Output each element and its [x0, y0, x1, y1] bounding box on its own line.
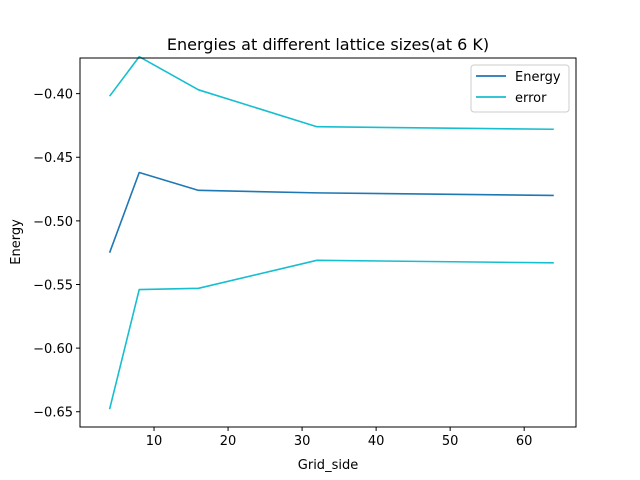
x-tick-label: 40 — [368, 434, 385, 449]
plot-area-frame — [79, 57, 577, 428]
x-tick-label: 30 — [294, 434, 311, 449]
legend-label-error: error — [515, 91, 547, 106]
y-axis-ticks: −0.65 −0.60 −0.55 −0.50 −0.45 −0.40 — [33, 88, 80, 421]
x-axis-label: Grid_side — [298, 458, 358, 473]
error-upper-line — [108, 55, 554, 131]
y-axis-label: Energy — [9, 219, 24, 265]
y-tick-label: −0.65 — [33, 406, 73, 421]
x-tick-label: 60 — [516, 434, 533, 449]
y-tick-label: −0.60 — [33, 342, 73, 357]
x-tick-label: 50 — [442, 434, 459, 449]
y-tick-label: −0.50 — [33, 215, 73, 230]
legend: Energy error — [470, 64, 570, 113]
y-tick-label: −0.40 — [33, 88, 73, 103]
y-tick-label: −0.45 — [33, 151, 73, 166]
x-tick-label: 20 — [220, 434, 237, 449]
energy-line — [108, 171, 554, 253]
x-axis-ticks: 10 20 30 40 50 60 — [146, 427, 533, 449]
error-lower-line — [108, 259, 554, 410]
y-tick-label: −0.55 — [33, 278, 73, 293]
series-layer — [108, 55, 554, 410]
x-tick-label: 10 — [146, 434, 163, 449]
chart-title: Energies at different lattice sizes(at 6… — [167, 35, 489, 54]
legend-label-energy: Energy — [515, 70, 561, 85]
